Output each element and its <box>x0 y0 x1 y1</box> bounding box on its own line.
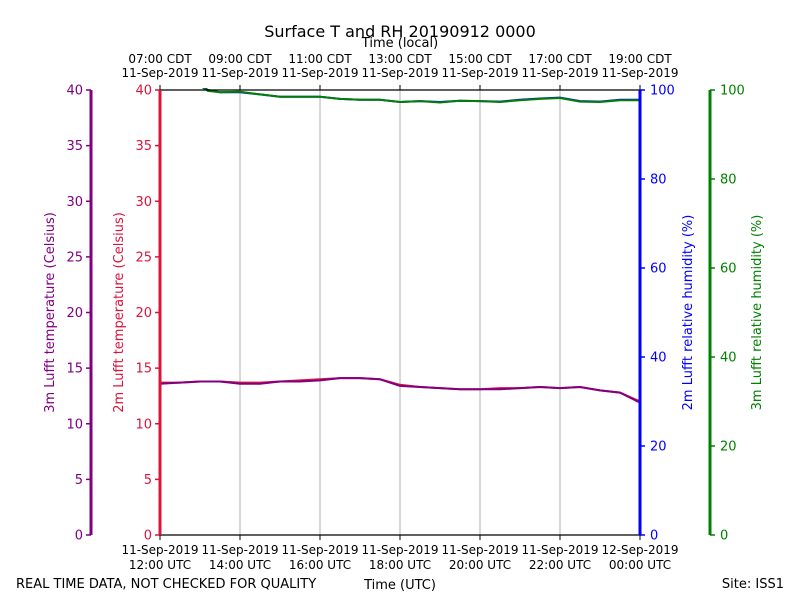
y-tick-label-rh-3m: 0 <box>720 529 728 544</box>
axes <box>86 85 715 540</box>
y-tick-label-rh-2m: 40 <box>650 351 667 366</box>
y-tick-label-rh-3m: 80 <box>720 173 737 188</box>
y-tick-label-temp-3m: 10 <box>66 417 83 432</box>
x-tick-label-top-time: 13:00 CDT <box>368 52 432 66</box>
y-axis-label-temp-2m: 2m Lufft temperature (Celsius) <box>112 212 127 413</box>
series-line-3m-lufft-relative-humidity <box>201 88 640 104</box>
x-tick-label-top-date: 11-Sep-2019 <box>281 66 358 80</box>
y-tick-label-rh-2m: 20 <box>650 440 667 455</box>
y-tick-label-temp-3m: 0 <box>75 529 83 544</box>
y-tick-label-rh-2m: 60 <box>650 262 667 277</box>
x-tick-label-top-date: 11-Sep-2019 <box>441 66 518 80</box>
x-tick-label-top-time: 15:00 CDT <box>448 52 512 66</box>
x-tick-label-bottom-date: 11-Sep-2019 <box>361 543 438 557</box>
y-tick-label-temp-2m: 0 <box>144 529 152 544</box>
grid-lines <box>239 90 561 535</box>
y-tick-label-temp-2m: 40 <box>135 84 152 99</box>
x-tick-label-bottom-date: 11-Sep-2019 <box>201 543 278 557</box>
x-tick-label-top-time: 17:00 CDT <box>528 52 592 66</box>
x-tick-label-bottom-date: 11-Sep-2019 <box>281 543 358 557</box>
x-tick-label-top-date: 11-Sep-2019 <box>601 66 678 80</box>
bottom-axis-label: Time (UTC) <box>363 578 436 593</box>
x-tick-label-bottom-time: 14:00 UTC <box>209 558 271 572</box>
x-tick-label-bottom-date: 11-Sep-2019 <box>521 543 598 557</box>
x-tick-label-bottom-date: 11-Sep-2019 <box>441 543 518 557</box>
top-axis-label: Time (local) <box>361 36 438 51</box>
y-tick-label-rh-2m: 100 <box>650 84 675 99</box>
y-tick-label-rh-3m: 60 <box>720 262 737 277</box>
y-tick-label-rh-3m: 20 <box>720 440 737 455</box>
site-label: Site: ISS1 <box>722 577 784 592</box>
y-tick-label-temp-3m: 35 <box>66 139 83 154</box>
y-tick-label-temp-2m: 25 <box>135 250 152 265</box>
x-tick-label-top-time: 07:00 CDT <box>128 52 192 66</box>
x-tick-label-top-time: 09:00 CDT <box>208 52 272 66</box>
x-tick-label-top-time: 19:00 CDT <box>608 52 672 66</box>
y-axis-label-temp-3m: 3m Lufft temperature (Celsius) <box>43 212 58 413</box>
x-tick-label-bottom-time: 16:00 UTC <box>289 558 351 572</box>
y-tick-label-temp-3m: 20 <box>66 306 83 321</box>
y-tick-label-rh-3m: 40 <box>720 351 737 366</box>
x-tick-label-bottom-time: 12:00 UTC <box>129 558 191 572</box>
x-tick-label-bottom-time: 20:00 UTC <box>449 558 511 572</box>
y-tick-label-temp-2m: 5 <box>144 473 152 488</box>
x-tick-label-top-date: 11-Sep-2019 <box>361 66 438 80</box>
y-axis-label-rh-2m: 2m Lufft relative humidity (%) <box>681 215 696 411</box>
x-tick-label-bottom-time: 00:00 UTC <box>609 558 671 572</box>
plot-series <box>160 88 640 404</box>
y-axis-label-rh-3m: 3m Lufft relative humidity (%) <box>750 215 765 411</box>
x-tick-label-bottom-time: 18:00 UTC <box>369 558 431 572</box>
x-tick-label-top-date: 11-Sep-2019 <box>201 66 278 80</box>
y-tick-label-temp-2m: 35 <box>135 139 152 154</box>
x-tick-label-top-time: 11:00 CDT <box>288 52 352 66</box>
y-tick-label-temp-3m: 15 <box>66 362 83 377</box>
y-tick-label-temp-2m: 20 <box>135 306 152 321</box>
y-tick-label-temp-2m: 15 <box>135 362 152 377</box>
quality-notice: REAL TIME DATA, NOT CHECKED FOR QUALITY <box>16 577 316 592</box>
x-tick-label-top-date: 11-Sep-2019 <box>521 66 598 80</box>
y-tick-label-rh-3m: 100 <box>720 84 745 99</box>
y-tick-label-temp-2m: 30 <box>135 195 152 210</box>
series-line-3m-lufft-temperature <box>160 377 640 404</box>
y-tick-label-temp-2m: 10 <box>135 417 152 432</box>
x-tick-label-bottom-date: 11-Sep-2019 <box>121 543 198 557</box>
x-tick-label-top-date: 11-Sep-2019 <box>121 66 198 80</box>
x-tick-label-bottom-time: 22:00 UTC <box>529 558 591 572</box>
y-tick-label-rh-2m: 80 <box>650 173 667 188</box>
y-tick-label-temp-3m: 5 <box>75 473 83 488</box>
y-tick-label-temp-3m: 30 <box>66 195 83 210</box>
tick-labels: 0 5 10 15 20 25 30 35 40 3m Lufft temperature (Ce… <box>43 52 765 572</box>
y-tick-label-temp-3m: 25 <box>66 250 83 265</box>
x-tick-label-bottom-date: 12-Sep-2019 <box>601 543 678 557</box>
y-tick-label-rh-2m: 0 <box>650 529 658 544</box>
y-tick-label-temp-3m: 40 <box>66 84 83 99</box>
chart-title: Surface T and RH 20190912 0000 <box>264 22 536 41</box>
